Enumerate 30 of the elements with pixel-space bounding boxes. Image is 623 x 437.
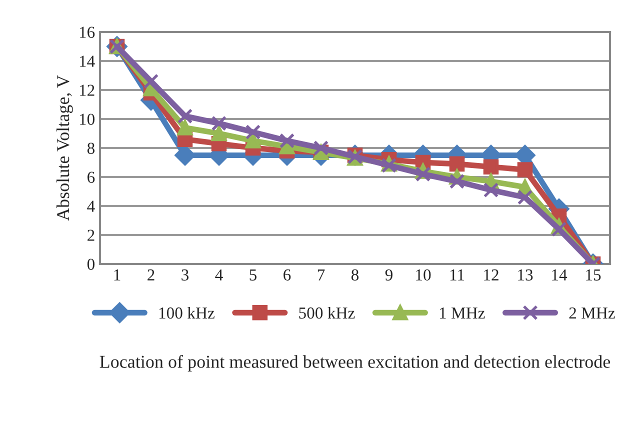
- x-tick-label: 11: [450, 269, 464, 280]
- x-tick-label: 10: [416, 269, 431, 281]
- y-tick-label: 12: [80, 84, 94, 96]
- legend-label: 1 MHz: [440, 308, 485, 319]
- x-tick-label: 12: [484, 269, 498, 280]
- x-tick-label: 14: [552, 269, 568, 280]
- x-tick-label: 8: [351, 269, 359, 281]
- x-tick-label: 3: [182, 269, 189, 281]
- y-tick-label: 0: [87, 258, 95, 270]
- y-tick-label: 10: [80, 114, 95, 125]
- legend-label: 2 MHz: [569, 307, 615, 319]
- y-tick-label: 6: [88, 172, 95, 183]
- x-tick-label: 2: [148, 269, 154, 280]
- x-tick-label: 6: [284, 269, 291, 281]
- x-tick-label: 7: [318, 270, 325, 280]
- y-tick-label: 16: [80, 26, 95, 38]
- x-tick-label: 15: [586, 269, 601, 281]
- y-tick-label: 4: [87, 200, 95, 212]
- x-tick-label: 4: [215, 269, 223, 280]
- legend-label: 500 kHz: [299, 306, 355, 319]
- y-tick-label: 8: [87, 142, 95, 154]
- y-tick-label: 2: [88, 230, 94, 241]
- x-tick-label: 13: [518, 269, 533, 281]
- legend-label: 100 kHz: [159, 306, 214, 319]
- y-tick-label: 14: [80, 56, 95, 67]
- y-axis-title: Absolute Voltage, V: [56, 75, 73, 221]
- x-axis-title: Location of point measured between excitation and detection electrode: [100, 355, 610, 372]
- x-tick-label: 1: [114, 269, 120, 280]
- x-tick-label: 5: [250, 270, 257, 281]
- x-tick-label: 9: [385, 269, 392, 281]
